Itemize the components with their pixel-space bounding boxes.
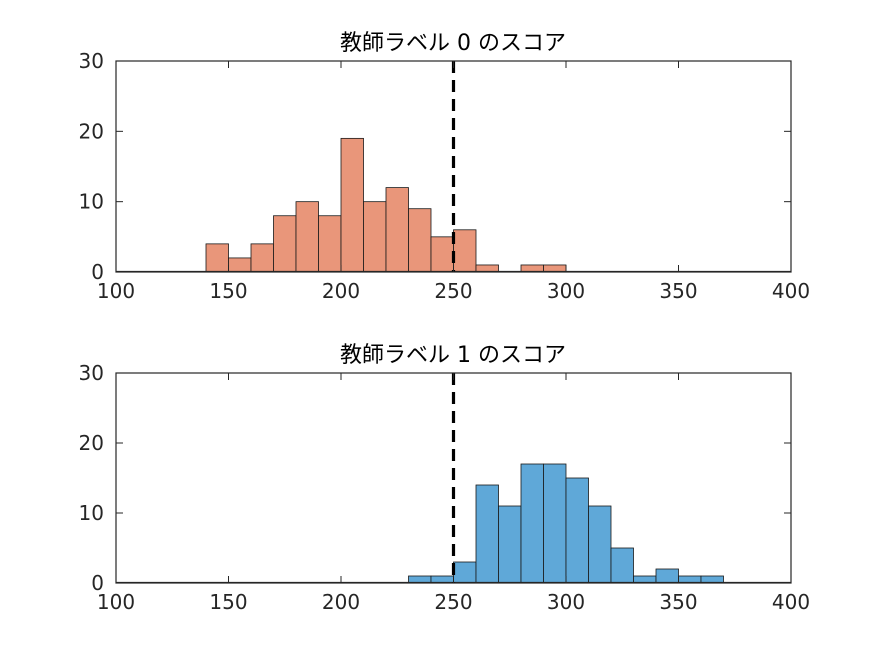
- x-tick-label: 150: [209, 279, 247, 303]
- histogram-bar: [250, 243, 274, 273]
- histogram-bar: [453, 561, 477, 584]
- histogram-bar: [453, 229, 477, 273]
- x-tick-label: 350: [659, 590, 697, 614]
- histogram-bar: [408, 208, 432, 273]
- y-tick-label: 30: [79, 49, 104, 73]
- histogram-bar: [273, 215, 297, 273]
- y-tick-label: 20: [79, 431, 104, 455]
- histogram-bar: [475, 484, 499, 584]
- y-tick-label: 10: [79, 501, 104, 525]
- x-tick-label: 200: [322, 590, 360, 614]
- histogram-bar: [610, 547, 634, 584]
- histogram-bar: [430, 236, 454, 273]
- x-tick-label: 300: [547, 590, 585, 614]
- x-tick-label: 150: [209, 590, 247, 614]
- histogram-bar: [655, 568, 679, 584]
- histogram-bar: [228, 257, 252, 273]
- histogram-bar: [543, 463, 567, 584]
- chart-title: 教師ラベル 0 のスコア: [340, 31, 566, 56]
- histogram-bar: [340, 137, 364, 273]
- histogram-bar: [588, 505, 612, 584]
- y-tick-label: 10: [79, 190, 104, 214]
- histogram-panel-label-1: 教師ラベル 1 のスコア 100 150 200 250 300 350 400 0 10 20 3…: [79, 343, 811, 614]
- histogram-bar: [295, 201, 319, 273]
- x-tick-label: 200: [322, 279, 360, 303]
- x-tick-label: 400: [772, 279, 810, 303]
- histogram-panel-label-0: 教師ラベル 0 のスコア 100 150 200 250 300 350 400 0 10 20 3…: [79, 31, 811, 303]
- x-tick-label: 250: [434, 590, 472, 614]
- histogram-bar: [363, 201, 387, 273]
- histogram-bar: [498, 505, 522, 584]
- y-tick-label: 30: [79, 361, 104, 385]
- histogram-bar: [565, 477, 589, 584]
- x-tick-label: 400: [772, 590, 810, 614]
- y-tick-label: 0: [91, 571, 104, 595]
- histogram-bar: [385, 187, 409, 273]
- chart-title: 教師ラベル 1 のスコア: [340, 343, 566, 368]
- x-tick-label: 250: [434, 279, 472, 303]
- y-tick-label: 20: [79, 119, 104, 143]
- x-tick-label: 100: [97, 590, 135, 614]
- x-tick-label: 350: [659, 279, 697, 303]
- x-tick-label: 100: [97, 279, 135, 303]
- histogram-bar: [205, 243, 229, 273]
- histogram-bar: [318, 215, 342, 273]
- histogram-bar: [520, 463, 544, 584]
- x-tick-label: 300: [547, 279, 585, 303]
- y-tick-label: 0: [91, 260, 104, 284]
